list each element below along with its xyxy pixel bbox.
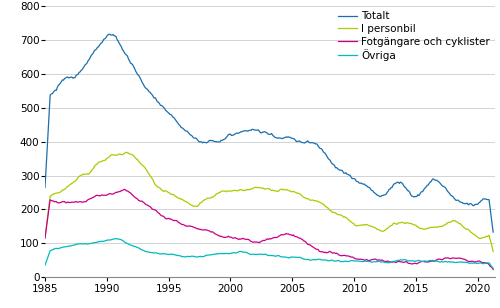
Övriga bbox=[454, 261, 460, 264]
Övriga bbox=[42, 263, 48, 267]
I personbil bbox=[124, 150, 130, 154]
I personbil bbox=[42, 235, 48, 239]
I personbil bbox=[490, 250, 496, 253]
Övriga bbox=[298, 256, 304, 259]
Övriga bbox=[112, 237, 118, 241]
Fotgängare och cyklister bbox=[164, 217, 170, 221]
I personbil bbox=[298, 192, 304, 196]
Fotgängare och cyklister bbox=[454, 256, 460, 260]
Line: Övriga: Övriga bbox=[45, 239, 493, 268]
I personbil bbox=[164, 190, 170, 194]
Övriga bbox=[245, 251, 251, 255]
Fotgängare och cyklister bbox=[122, 188, 128, 191]
Totalt bbox=[298, 140, 304, 144]
Fotgängare och cyklister bbox=[138, 200, 144, 203]
Line: Totalt: Totalt bbox=[45, 34, 493, 232]
Fotgängare och cyklister bbox=[42, 237, 48, 240]
Fotgängare och cyklister bbox=[490, 268, 496, 271]
Totalt bbox=[106, 32, 112, 36]
Line: Fotgängare och cyklister: Fotgängare och cyklister bbox=[45, 189, 493, 270]
Övriga bbox=[164, 253, 170, 256]
Totalt bbox=[138, 77, 144, 81]
Totalt bbox=[42, 186, 48, 189]
Totalt bbox=[253, 128, 259, 132]
Totalt bbox=[454, 198, 460, 202]
I personbil bbox=[138, 162, 144, 166]
Line: I personbil: I personbil bbox=[45, 152, 493, 252]
Totalt bbox=[164, 110, 170, 114]
Legend: Totalt, I personbil, Fotgängare och cyklister, Övriga: Totalt, I personbil, Fotgängare och cykl… bbox=[336, 9, 492, 63]
Fotgängare och cyklister bbox=[245, 237, 251, 241]
Fotgängare och cyklister bbox=[253, 240, 259, 244]
Totalt bbox=[490, 230, 496, 234]
Övriga bbox=[138, 248, 144, 251]
I personbil bbox=[454, 220, 460, 224]
Fotgängare och cyklister bbox=[298, 237, 304, 240]
Övriga bbox=[490, 266, 496, 270]
Övriga bbox=[253, 253, 259, 256]
I personbil bbox=[245, 188, 251, 192]
I personbil bbox=[253, 185, 259, 189]
Totalt bbox=[245, 129, 251, 133]
